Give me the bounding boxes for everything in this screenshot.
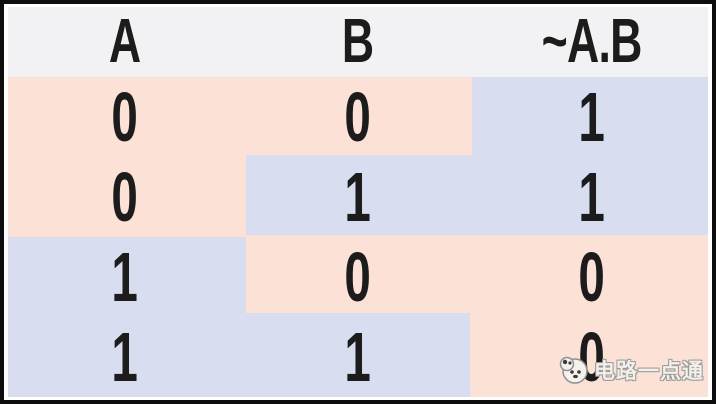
- table-row: 0 1 1: [8, 155, 708, 237]
- cell-a: 0: [111, 158, 138, 236]
- truth-table-body: 0 0 1 0 1 1 1 0 0: [8, 77, 708, 397]
- table-row: 1 0 0: [8, 235, 708, 317]
- watermark: 电路一点通: [558, 354, 704, 386]
- highlight-block-blue: [472, 77, 708, 157]
- cell-nand: 0: [578, 238, 605, 316]
- column-header-a: A: [108, 7, 141, 76]
- cell-a: 0: [111, 78, 138, 156]
- table-row: 1 1 0: [8, 313, 708, 397]
- highlight-block-pink: [8, 77, 473, 157]
- cell-b: 0: [344, 238, 372, 316]
- cell-nand: 0: [578, 318, 605, 396]
- highlight-block-pink: [470, 317, 708, 397]
- column-header-nand: ~A.B: [541, 7, 642, 76]
- highlight-block-blue: [8, 237, 246, 317]
- cell-b: 1: [344, 318, 372, 396]
- cell-nand: 1: [578, 78, 605, 156]
- highlight-block-blue: [8, 313, 470, 397]
- panda-logo-icon: [559, 356, 588, 384]
- cell-b: 1: [344, 158, 372, 236]
- cell-b: 0: [344, 78, 372, 156]
- highlight-block-pink: [246, 235, 708, 317]
- cell-nand: 1: [578, 158, 605, 236]
- watermark-text: 电路一点通: [594, 360, 704, 383]
- column-header-b: B: [342, 7, 374, 76]
- cell-a: 1: [111, 238, 138, 316]
- highlight-block-pink: [8, 157, 246, 237]
- truth-table-header-row: A B ~A.B: [8, 7, 708, 77]
- table-row: 0 0 1: [8, 77, 708, 157]
- highlight-block-blue: [246, 155, 708, 237]
- cell-a: 1: [111, 318, 138, 396]
